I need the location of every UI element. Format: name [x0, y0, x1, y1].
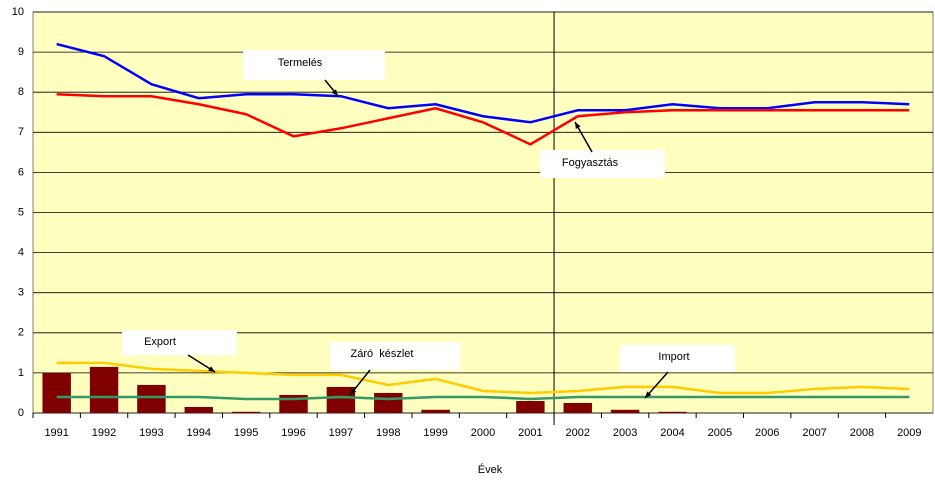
- annotation-box: [330, 342, 460, 370]
- bar: [326, 386, 356, 413]
- bar: [231, 411, 261, 413]
- x-tick-label: 2007: [802, 427, 826, 439]
- arrow-head: [575, 122, 581, 129]
- y-tick-label: 8: [18, 86, 24, 98]
- x-tick-label: 1992: [92, 427, 116, 439]
- bar: [610, 409, 640, 413]
- x-tick-label: 1998: [376, 427, 400, 439]
- x-tick-label: 2009: [897, 427, 921, 439]
- x-tick-label: 2005: [708, 427, 732, 439]
- bar: [658, 411, 687, 413]
- arrow-head: [208, 366, 215, 372]
- bar: [42, 372, 71, 413]
- x-tick-label: 2002: [565, 427, 589, 439]
- x-tick-label: 2004: [660, 427, 684, 439]
- x-tick-label: 2006: [755, 427, 779, 439]
- x-tick-label: 1996: [281, 427, 305, 439]
- arrow-head: [331, 89, 338, 96]
- annotation-box: [122, 330, 237, 355]
- x-tick-label: 1991: [44, 427, 68, 439]
- legend-label: Export: [144, 336, 176, 348]
- y-tick-label: 10: [12, 6, 24, 18]
- x-tick-label: 2003: [613, 427, 637, 439]
- y-tick-label: 3: [18, 287, 24, 299]
- bar: [421, 409, 450, 413]
- line-series: [56, 92, 910, 146]
- bar: [137, 384, 166, 413]
- legend-label: Import: [658, 351, 689, 363]
- bar: [89, 366, 119, 413]
- legend-label: Termelés: [278, 57, 323, 69]
- line-series: [56, 395, 910, 401]
- x-tick-label: 2001: [518, 427, 542, 439]
- line-series: [56, 42, 910, 124]
- bar: [374, 392, 403, 413]
- x-tick-label: 1999: [423, 427, 447, 439]
- bar: [563, 402, 592, 413]
- x-tick-label: 1994: [187, 427, 211, 439]
- y-tick-label: 4: [18, 247, 24, 259]
- y-tick-label: 5: [18, 206, 24, 218]
- y-tick-label: 0: [18, 407, 24, 419]
- legend-label: Záró készlet: [351, 348, 414, 360]
- y-tick-label: 1: [18, 367, 24, 379]
- x-tick-label: 2000: [471, 427, 495, 439]
- arrow-head: [645, 391, 652, 398]
- annotation-box: [243, 50, 385, 80]
- bar: [184, 406, 213, 413]
- x-axis-title: Évek: [478, 463, 503, 476]
- y-tick-label: 9: [18, 46, 24, 58]
- x-tick-label: 1993: [139, 427, 163, 439]
- line-series: [56, 361, 910, 395]
- x-tick-label: 1997: [329, 427, 353, 439]
- arrow-head: [350, 388, 357, 395]
- bar: [516, 400, 545, 413]
- y-tick-label: 2: [18, 327, 24, 339]
- annotation-box: [620, 345, 735, 372]
- y-tick-label: 7: [18, 126, 24, 138]
- x-tick-label: 1995: [234, 427, 258, 439]
- annotation-box: [540, 150, 665, 178]
- legend-label: Fogyasztás: [562, 157, 619, 169]
- x-tick-label: 2008: [850, 427, 874, 439]
- y-tick-label: 6: [18, 166, 24, 178]
